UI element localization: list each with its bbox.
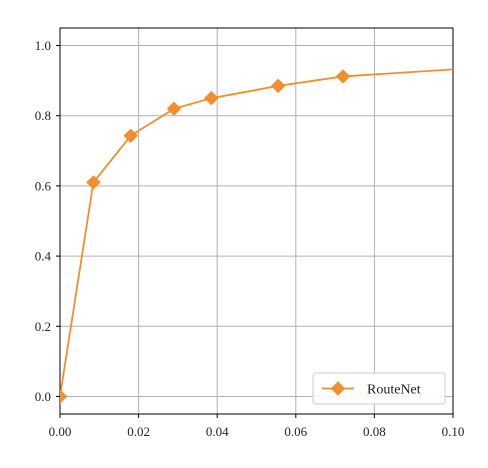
- plot-frame: [59, 27, 454, 415]
- x-tick-label-3: 0.06: [284, 424, 307, 439]
- data-point-0-3: [166, 101, 182, 116]
- y-tick-label-5: 1.0: [35, 38, 51, 53]
- y-tick-label-1: 0.2: [35, 319, 51, 334]
- series-line-0: [60, 68, 453, 397]
- x-tick-label-0: 0.00: [49, 424, 72, 439]
- x-tick-label-2: 0.04: [206, 424, 229, 439]
- legend-box: [312, 372, 446, 405]
- x-tick-label-5: 0.10: [442, 424, 465, 439]
- data-point-0-4: [204, 90, 219, 106]
- legend-marker-0: [330, 381, 346, 396]
- data-point-0-5: [270, 78, 286, 94]
- grid-lines: [59, 28, 454, 414]
- data-point-0-2: [123, 128, 138, 143]
- x-tick-label-1: 0.02: [127, 424, 150, 439]
- series-layer: [60, 68, 453, 404]
- y-tick-label-0: 0.0: [35, 389, 51, 404]
- data-point-0-6: [335, 69, 351, 84]
- legend-label-0: RouteNet: [367, 383, 421, 398]
- y-tick-label-3: 0.6: [35, 178, 52, 193]
- axes: 0.00 0.02 0.04 0.06 0.08 0.10 0.0 0.2 0.4 0.6 0.8 1…: [35, 27, 465, 439]
- data-point-0-0: [60, 389, 68, 404]
- data-point-0-1: [86, 175, 101, 190]
- series-routenet: [60, 68, 453, 404]
- legend: RouteNet: [312, 372, 446, 405]
- y-tick-label-4: 0.8: [35, 108, 51, 123]
- y-tick-label-2: 0.4: [35, 249, 52, 264]
- x-tick-label-4: 0.08: [363, 424, 386, 439]
